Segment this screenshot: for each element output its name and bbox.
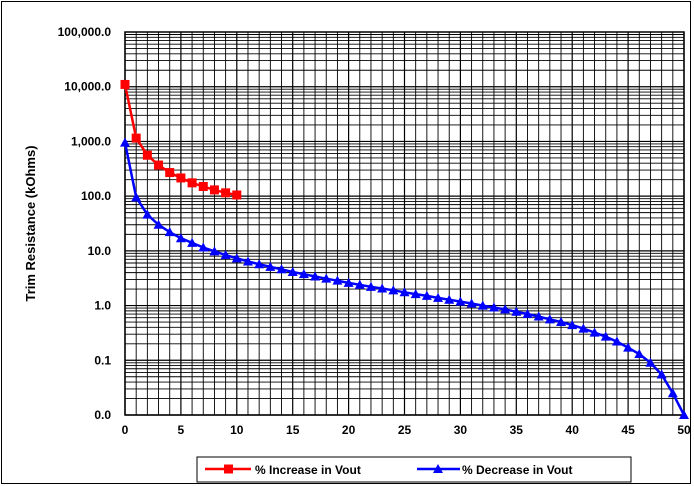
data-point-decrease	[153, 219, 164, 229]
data-point-decrease	[187, 237, 198, 247]
legend-label-decrease: % Decrease in Vout	[462, 463, 572, 477]
data-point-decrease	[131, 192, 142, 202]
data-point-decrease	[321, 273, 332, 283]
data-point-decrease	[679, 410, 689, 419]
data-point-decrease	[455, 296, 466, 306]
data-point-decrease	[656, 369, 667, 379]
x-tick-label: 50	[677, 423, 691, 437]
series-layer	[120, 79, 689, 419]
data-point-increase	[154, 160, 164, 170]
data-point-decrease	[589, 327, 600, 337]
data-point-decrease	[623, 342, 634, 352]
data-point-increase	[120, 79, 130, 89]
x-axis-tick-labels: 0 5 10 15 20 25 30 35 40 45 50	[122, 423, 691, 437]
y-tick-label: 10.0	[88, 244, 112, 258]
legend: % Increase in Vout % Decrease in Vout	[196, 456, 632, 483]
data-point-decrease	[231, 253, 242, 263]
data-point-decrease	[164, 227, 175, 237]
data-point-decrease	[556, 317, 567, 327]
data-point-increase	[165, 168, 175, 178]
data-point-decrease	[634, 349, 645, 359]
legend-box	[196, 456, 632, 483]
legend-label-increase: % Increase in Vout	[255, 463, 361, 477]
x-tick-label: 15	[286, 423, 300, 437]
data-point-decrease	[298, 269, 309, 279]
data-point-decrease	[377, 283, 388, 293]
legend-marker-increase	[224, 464, 233, 474]
data-point-decrease	[142, 209, 153, 219]
data-point-decrease	[287, 267, 298, 277]
data-point-decrease	[500, 304, 511, 314]
data-point-increase	[209, 185, 219, 195]
x-tick-label: 25	[398, 423, 412, 437]
y-axis-tick-labels: 0.0 0.1 1.0 10.0 100.0 1,000.0 10,000.0 100,000…	[58, 25, 112, 422]
y-tick-label: 100.0	[81, 189, 111, 203]
x-tick-label: 40	[566, 423, 580, 437]
data-point-decrease	[254, 259, 265, 269]
x-tick-label: 10	[230, 423, 244, 437]
data-point-decrease	[220, 250, 231, 260]
data-point-decrease	[388, 285, 399, 295]
data-point-increase	[131, 133, 141, 143]
y-tick-label: 10,000.0	[64, 80, 111, 94]
data-point-decrease	[533, 311, 544, 321]
data-point-decrease	[198, 242, 209, 252]
data-point-decrease	[522, 309, 533, 319]
data-point-decrease	[511, 306, 522, 316]
data-point-decrease	[600, 331, 611, 341]
x-tick-label: 45	[621, 423, 635, 437]
data-point-decrease	[265, 261, 276, 271]
data-point-decrease	[120, 137, 130, 147]
data-point-decrease	[354, 279, 365, 289]
data-point-decrease	[578, 323, 589, 333]
data-point-decrease	[410, 289, 421, 299]
data-point-decrease	[343, 277, 354, 287]
y-tick-label: 1.0	[94, 299, 111, 313]
data-point-decrease	[488, 302, 499, 312]
legend-marker-decrease	[433, 464, 443, 473]
grid-lines	[124, 32, 685, 416]
data-point-decrease	[421, 290, 432, 300]
data-point-decrease	[175, 233, 186, 243]
x-tick-label: 20	[342, 423, 356, 437]
data-point-increase	[198, 182, 208, 192]
data-point-decrease	[276, 264, 287, 274]
y-tick-label: 1,000.0	[71, 134, 111, 148]
data-point-decrease	[645, 357, 656, 367]
y-axis-title: Trim Resistance (kOhms)	[23, 145, 38, 301]
data-point-decrease	[544, 314, 555, 324]
data-point-decrease	[667, 388, 678, 398]
data-point-increase	[187, 178, 197, 188]
data-point-decrease	[611, 336, 622, 346]
data-point-decrease	[365, 281, 376, 291]
data-point-decrease	[310, 271, 321, 281]
data-point-decrease	[433, 292, 444, 302]
data-point-increase	[232, 190, 242, 200]
data-point-increase	[176, 173, 186, 183]
data-point-increase	[221, 188, 231, 198]
y-tick-label: 0.0	[94, 408, 111, 422]
x-tick-label: 30	[454, 423, 468, 437]
data-point-decrease	[399, 287, 410, 297]
x-tick-label: 5	[178, 423, 185, 437]
plot-area-border	[124, 31, 685, 416]
data-point-increase	[142, 150, 152, 160]
data-point-decrease	[567, 320, 578, 330]
y-tick-label: 0.1	[94, 353, 111, 367]
data-point-decrease	[209, 246, 220, 256]
data-point-decrease	[444, 294, 455, 304]
y-tick-label: 100,000.0	[58, 25, 112, 39]
data-point-decrease	[477, 300, 488, 310]
x-tick-label: 0	[122, 423, 129, 437]
data-point-decrease	[242, 256, 253, 266]
data-point-decrease	[332, 275, 343, 285]
x-tick-label: 35	[510, 423, 524, 437]
data-point-decrease	[466, 298, 477, 308]
